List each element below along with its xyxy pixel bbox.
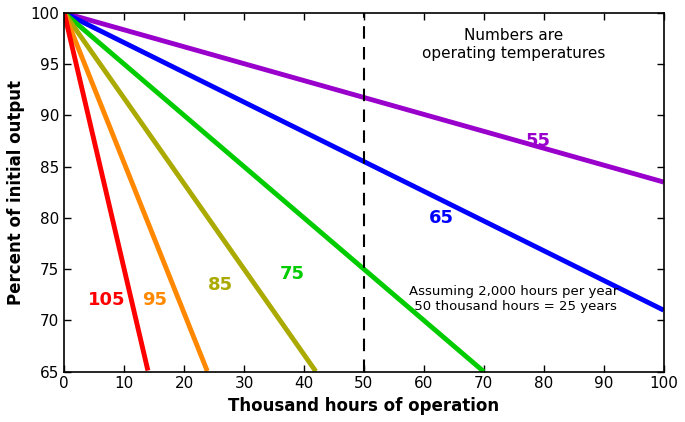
Text: 75: 75: [279, 265, 305, 283]
Text: Numbers are
operating temperatures: Numbers are operating temperatures: [422, 28, 606, 61]
Text: 85: 85: [208, 276, 233, 294]
Text: Assuming 2,000 hours per year
 50 thousand hours = 25 years: Assuming 2,000 hours per year 50 thousan…: [409, 284, 619, 313]
Y-axis label: Percent of initial output: Percent of initial output: [7, 80, 25, 305]
X-axis label: Thousand hours of operation: Thousand hours of operation: [228, 397, 499, 415]
Text: 95: 95: [142, 291, 166, 309]
Text: 65: 65: [429, 209, 454, 227]
Text: 55: 55: [525, 132, 550, 150]
Text: 105: 105: [88, 291, 125, 309]
